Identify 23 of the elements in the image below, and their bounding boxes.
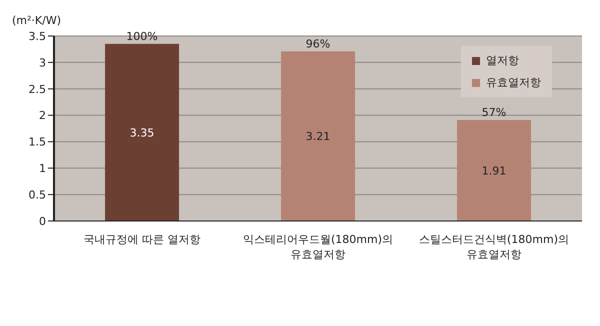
legend-label: 유효열저항	[485, 75, 541, 90]
data-label: 3.35	[130, 126, 154, 140]
bar	[281, 51, 356, 221]
annotation: 57%	[482, 106, 506, 120]
x-tick-label: 스틸스터드건식벽(180mm)의 유효열저항	[418, 233, 570, 261]
data-label: 1.91	[482, 164, 506, 178]
y-tick-label: 0.5	[28, 188, 46, 202]
bar	[105, 44, 180, 221]
data-label: 3.21	[306, 130, 330, 144]
legend-label: 열저항	[485, 53, 520, 68]
y-tick-label: 2.5	[28, 82, 46, 96]
y-tick-label: 1	[39, 162, 46, 176]
y-tick-label: 0	[39, 214, 46, 228]
y-tick-label: 3.5	[28, 30, 46, 43]
y-tick-label: 3	[39, 56, 46, 70]
y-tick-label: 2	[39, 109, 46, 122]
annotation: 100%	[126, 30, 158, 43]
annotation: 96%	[306, 37, 330, 50]
y-tick-label: 1.5	[28, 136, 46, 149]
x-tick-label: 익스테리어우드월(180mm)의 유효열저항	[242, 233, 394, 261]
y-axis-title: (m²·K/W)	[12, 14, 62, 27]
x-tick-label: 국내규정에 따른 열저항	[84, 233, 200, 246]
bar	[457, 120, 532, 221]
